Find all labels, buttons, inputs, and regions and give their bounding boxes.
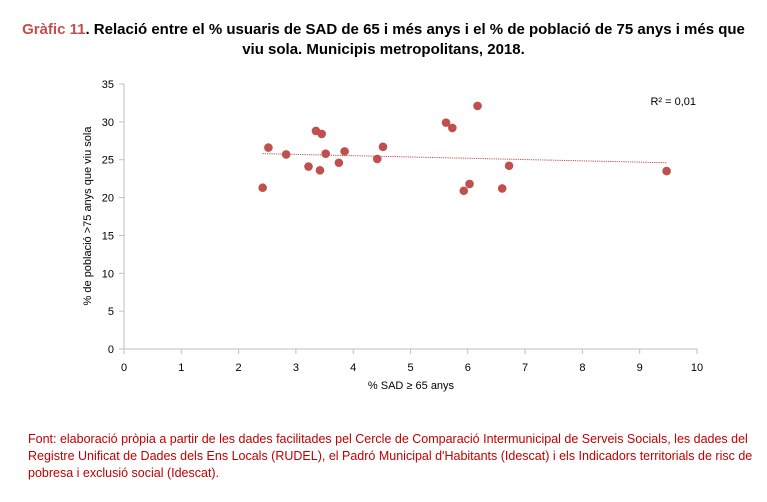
r-squared-annotation: R² = 0,01	[650, 96, 696, 108]
y-tick-label: 25	[102, 155, 114, 167]
x-tick-label: 4	[350, 362, 356, 374]
data-point-7	[317, 129, 326, 139]
data-point-1	[258, 183, 267, 193]
data-point-3	[281, 150, 291, 159]
x-tick-label: 6	[465, 362, 471, 374]
y-tick-label: 0	[108, 344, 114, 356]
data-point-4	[304, 162, 313, 171]
data-point-17	[473, 101, 482, 111]
data-point-9	[334, 158, 344, 168]
x-tick-label: 9	[637, 362, 643, 374]
y-axis-label: % de població >75 anys que viu sola	[82, 126, 94, 306]
data-point-20	[662, 166, 671, 176]
x-tick-label: 5	[407, 362, 413, 374]
y-axis-ticks	[119, 83, 124, 350]
x-tick-label: 10	[691, 362, 703, 374]
chart-title: Gràfic 11. Relació entre el % usuaris de…	[20, 20, 747, 60]
x-tick-label: 2	[236, 362, 242, 374]
y-tick-label: 30	[102, 117, 114, 129]
data-point-13	[441, 118, 451, 127]
chart-title-label: Gràfic 11	[22, 21, 86, 38]
data-point-14	[448, 123, 457, 133]
data-point-19	[504, 161, 514, 171]
x-tick-label: 7	[522, 362, 528, 374]
data-point-2	[264, 143, 273, 152]
x-axis-tick-labels: 0 1 2 3 4 5 6 7 8 9 10	[121, 362, 703, 374]
y-axis-tick-labels: 0 5 10 15 20 25 30 35	[102, 79, 114, 356]
y-tick-label: 15	[102, 230, 114, 242]
y-tick-label: 35	[102, 79, 114, 91]
data-point-12	[378, 142, 388, 152]
y-tick-label: 5	[108, 306, 114, 318]
data-point-18	[497, 184, 507, 193]
y-tick-label: 20	[102, 193, 114, 205]
data-point-15	[459, 186, 469, 196]
data-point-6	[315, 166, 325, 175]
data-point-8	[321, 149, 330, 158]
data-point-10	[340, 147, 349, 156]
x-tick-label: 0	[121, 362, 127, 374]
x-tick-label: 3	[293, 362, 299, 374]
trendline	[262, 153, 667, 164]
x-tick-label: 8	[579, 362, 585, 374]
x-axis-label: % SAD ≥ 65 anys	[368, 380, 455, 392]
chart-title-text: . Relació entre el % usuaris de SAD de 6…	[85, 21, 745, 58]
data-point-11	[372, 154, 382, 164]
y-tick-label: 10	[102, 268, 114, 280]
source-note: Font: elaboració pròpia a partir de les …	[28, 432, 753, 480]
x-tick-label: 1	[178, 362, 184, 374]
x-axis-ticks	[123, 349, 698, 354]
data-point-16	[465, 179, 474, 189]
data-points	[258, 101, 671, 196]
